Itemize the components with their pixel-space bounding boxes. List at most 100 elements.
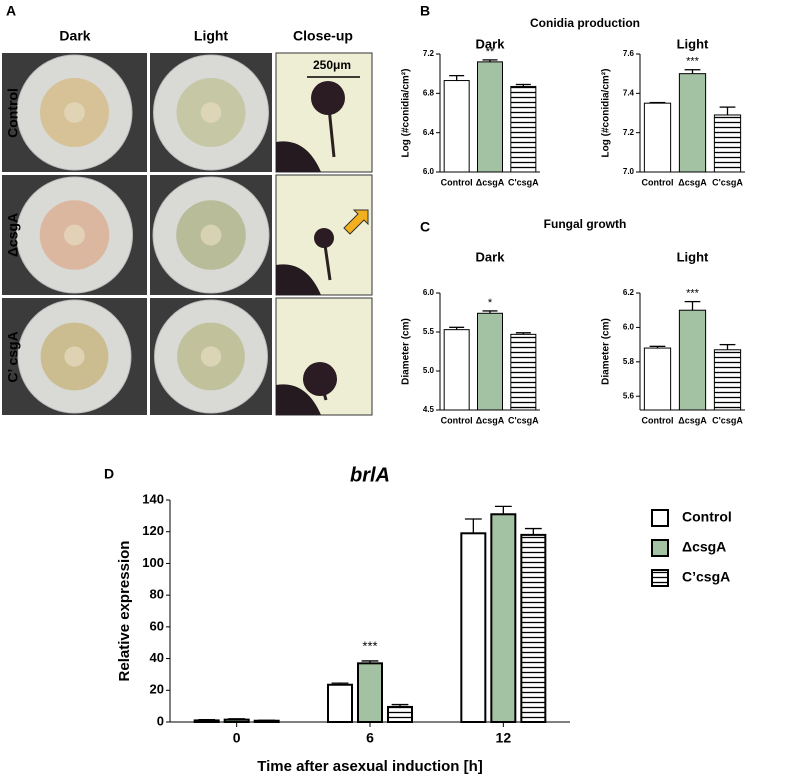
x-tick-label: 0 <box>233 730 241 746</box>
bar <box>357 662 383 723</box>
y-tick-label: 7.2 <box>423 49 435 58</box>
x-tick-label: Control <box>642 415 674 425</box>
error-bar <box>464 518 482 534</box>
y-tick-label: 80 <box>150 587 164 602</box>
chart-subtitle: Light <box>677 36 709 51</box>
legend-swatch <box>651 569 669 587</box>
bar <box>520 533 547 724</box>
colony-center <box>200 224 222 246</box>
panel-letter: A <box>6 3 16 19</box>
legend-swatch <box>651 509 669 527</box>
y-tick-label: 5.0 <box>423 366 435 375</box>
conidial-head <box>303 362 337 396</box>
x-tick-label: ΔcsgA <box>476 177 505 187</box>
y-tick-label: 5.8 <box>623 357 635 366</box>
panel-letter: B <box>420 3 430 19</box>
x-tick-label: C'csgA <box>712 177 743 187</box>
y-tick-label: 6.0 <box>423 167 435 176</box>
error-bar <box>494 505 512 515</box>
column-header: Dark <box>59 28 90 44</box>
y-tick-label: 6.2 <box>623 288 635 297</box>
significance: *** <box>686 56 700 68</box>
bar <box>643 102 672 173</box>
y-axis-label: Diameter (cm) <box>601 318 612 385</box>
y-tick-label: 7.4 <box>623 88 635 97</box>
legend-label: Control <box>682 509 732 525</box>
x-tick-label: 12 <box>496 730 512 746</box>
x-tick-label: C'csgA <box>508 177 539 187</box>
bar <box>643 347 672 411</box>
colony-center <box>200 346 222 367</box>
x-tick-label: Control <box>441 177 473 187</box>
chart-subtitle: Dark <box>476 36 506 51</box>
y-tick-label: 7.6 <box>623 49 635 58</box>
bar <box>327 683 353 724</box>
y-tick-label: 5.5 <box>423 327 435 336</box>
legend-label: ΔcsgA <box>682 539 726 555</box>
x-tick-label: Control <box>441 415 473 425</box>
panel-letter: D <box>104 466 114 482</box>
y-tick-label: 6.8 <box>423 88 435 97</box>
debris <box>276 264 321 295</box>
arrow <box>343 209 369 235</box>
significance: *** <box>686 288 700 300</box>
photo-grid <box>2 52 373 416</box>
y-axis-label: Relative expression <box>116 541 133 682</box>
y-axis-label: Log (#conidia/cm²) <box>401 69 412 158</box>
error-bar <box>719 343 736 350</box>
bar <box>510 85 537 173</box>
significance: * <box>488 297 493 309</box>
bar <box>193 719 220 724</box>
y-tick-label: 120 <box>142 523 164 538</box>
panel-title: Fungal growth <box>544 217 627 231</box>
x-tick-label: C'csgA <box>508 415 539 425</box>
y-tick-label: 6.4 <box>423 128 435 137</box>
x-tick-label: ΔcsgA <box>476 415 505 425</box>
error-bar <box>684 69 701 74</box>
error-bar <box>449 74 465 81</box>
bar <box>713 114 742 173</box>
legend-label: C’csgA <box>682 569 730 585</box>
bar <box>223 718 250 723</box>
chart-title: brlA <box>350 464 390 486</box>
column-header: Close-up <box>293 28 353 44</box>
chart-subtitle: Light <box>677 249 709 264</box>
bar <box>678 73 707 173</box>
error-bar <box>684 300 701 311</box>
row-label: ΔcsgA <box>5 213 21 257</box>
y-axis-label: Log (#conidia/cm²) <box>601 69 612 158</box>
error-bar <box>719 106 736 115</box>
x-tick-label: Control <box>642 177 674 187</box>
x-tick-label: ΔcsgA <box>678 415 707 425</box>
debris <box>276 141 321 172</box>
colony-center <box>64 102 85 123</box>
y-tick-label: 6.0 <box>623 323 635 332</box>
bar <box>443 80 470 173</box>
significance: ** <box>486 46 495 58</box>
y-axis-label: Diameter (cm) <box>401 318 412 385</box>
bar <box>477 61 503 173</box>
row-label: Control <box>5 88 21 138</box>
bar <box>490 513 517 723</box>
y-tick-label: 40 <box>150 650 164 665</box>
colony-center <box>200 102 222 123</box>
x-tick-label: C'csgA <box>712 415 743 425</box>
bar <box>477 312 503 411</box>
x-tick-label: ΔcsgA <box>678 177 707 187</box>
scale-bar-label: 250μm <box>313 58 351 72</box>
chart-subtitle: Dark <box>476 249 506 264</box>
column-header: Light <box>194 28 229 44</box>
y-tick-label: 7.2 <box>623 128 635 137</box>
bar <box>443 329 470 411</box>
x-axis-label: Time after asexual induction [h] <box>257 758 483 775</box>
y-tick-label: 5.6 <box>623 391 635 400</box>
y-tick-label: 6.0 <box>423 288 435 297</box>
colony-center <box>64 224 85 246</box>
bar <box>253 719 280 724</box>
significance: *** <box>362 638 377 653</box>
y-tick-label: 140 <box>142 491 164 506</box>
colony-center <box>64 346 85 367</box>
error-bar <box>524 527 542 535</box>
bar <box>510 333 537 411</box>
